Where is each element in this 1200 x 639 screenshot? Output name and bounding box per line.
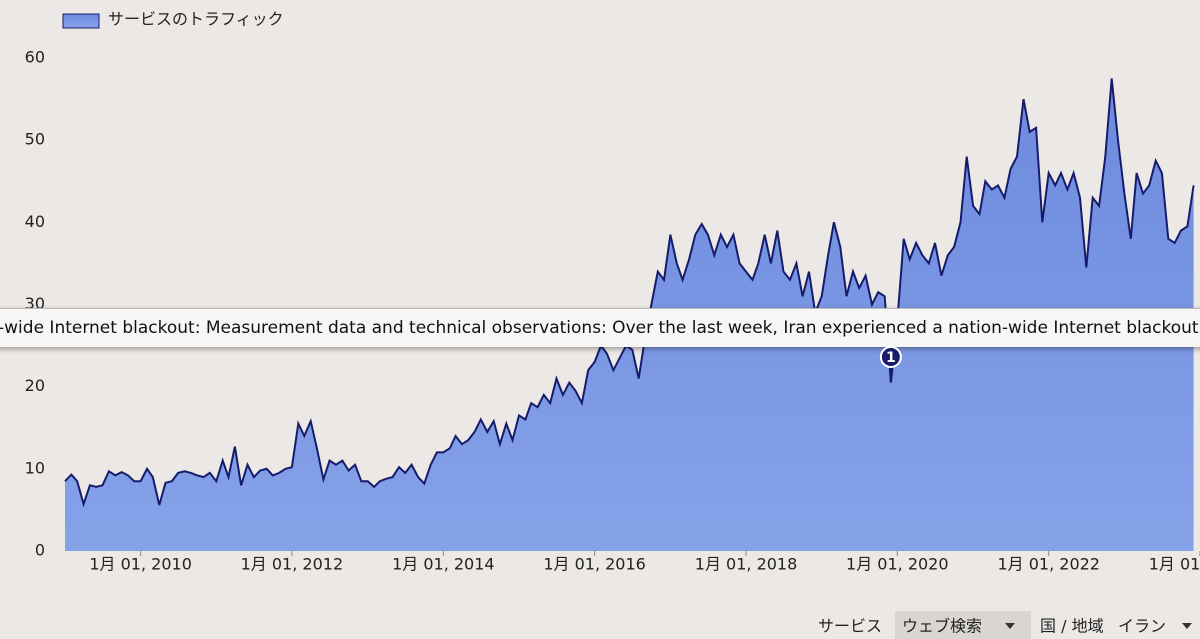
x-tick-label: 1月 01, 2024	[1149, 555, 1200, 574]
region-label: 国 / 地域	[1040, 617, 1104, 636]
y-tick-label: 10	[25, 458, 45, 477]
y-tick-label: 40	[25, 212, 45, 231]
region-value[interactable]: イラン	[1118, 617, 1166, 636]
x-tick-label: 1月 01, 2016	[543, 555, 646, 574]
y-tick-label: 0	[35, 541, 45, 560]
annotation-text: an’s nation-wide Internet blackout: Meas…	[0, 318, 1200, 338]
legend-label: サービスのトラフィック	[108, 10, 284, 29]
legend-swatch	[62, 13, 100, 29]
x-tick-label: 1月 01, 2022	[997, 555, 1100, 574]
area	[65, 78, 1194, 551]
dropdown-arrow[interactable]	[1005, 623, 1015, 629]
y-tick-label: 50	[25, 130, 45, 149]
service-value[interactable]: ウェブ検索	[902, 617, 982, 636]
dropdown-arrow[interactable]	[1182, 623, 1192, 629]
line	[64, 78, 1195, 508]
x-tick-label: 1月 01, 2012	[241, 555, 344, 574]
y-tick-label: 60	[25, 48, 45, 67]
service-label: サービス	[818, 617, 882, 636]
y-tick-label: 20	[25, 376, 45, 395]
x-tick-label: 1月 01, 2020	[846, 555, 949, 574]
x-tick-label: 1月 01, 2010	[89, 555, 192, 574]
x-tick-label: 1月 01, 2014	[392, 555, 495, 574]
annotation-banner[interactable]: an’s nation-wide Internet blackout: Meas…	[0, 308, 1200, 347]
x-tick-label: 1月 01, 2018	[695, 555, 798, 574]
